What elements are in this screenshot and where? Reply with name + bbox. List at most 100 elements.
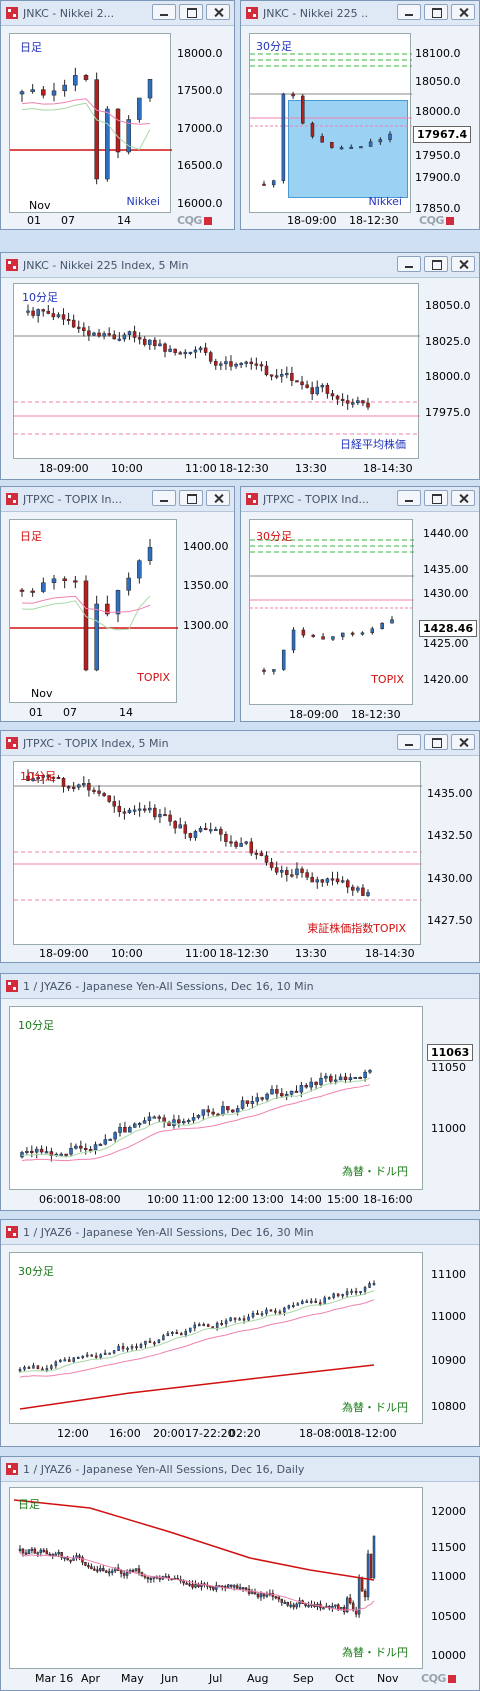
candlestick: [31, 310, 35, 316]
candlestick: [330, 393, 335, 397]
candlestick: [270, 1089, 274, 1095]
minimize-icon[interactable]: [397, 256, 421, 272]
title-bar[interactable]: 1 / JYAZ6 - Japanese Yen-All Sessions, D…: [1, 974, 479, 999]
candlestick: [305, 1300, 309, 1303]
chart-plot-area[interactable]: 30分足 Nikkei: [249, 33, 412, 213]
candles-p8: [18, 1280, 376, 1410]
chart-window-topix-30min[interactable]: JTPXC - TOPIX Ind... 30分足 TOPIX 1440.00 …: [240, 486, 480, 722]
chart-window-topix-daily[interactable]: JTPXC - TOPIX In... 日足 TOPIX 1400.00 135…: [0, 486, 235, 722]
candlestick: [24, 1552, 28, 1555]
title-bar[interactable]: 1 / JYAZ6 - Japanese Yen-All Sessions, D…: [1, 1457, 479, 1482]
candlestick: [284, 1094, 289, 1097]
candlestick: [274, 867, 279, 873]
minimize-icon[interactable]: [152, 490, 176, 506]
cqg-brand: CQG: [177, 214, 212, 227]
candlestick: [336, 1293, 340, 1297]
title-bar[interactable]: JTPXC - TOPIX Index, 5 Min: [1, 731, 479, 756]
title-bar[interactable]: JTPXC - TOPIX Ind...: [241, 487, 479, 512]
candlestick: [126, 577, 131, 591]
moving-average-line: [19, 1552, 375, 1611]
price-label: 10500: [431, 1610, 466, 1623]
candlestick: [127, 809, 132, 813]
minimize-icon[interactable]: [397, 490, 421, 506]
maximize-icon[interactable]: [179, 490, 203, 506]
candlestick: [173, 821, 177, 829]
chart-plot-area[interactable]: 10分足 為替・ドル円: [9, 1006, 423, 1190]
title-bar[interactable]: 1 / JYAZ6 - Japanese Yen-All Sessions, D…: [1, 1220, 479, 1245]
candles-p7: [20, 1068, 372, 1162]
chart-plot-area[interactable]: 日足 為替・ドル円: [9, 1487, 423, 1669]
candlestick: [329, 1075, 333, 1082]
candlestick: [238, 1587, 242, 1590]
title-bar[interactable]: JNKC - Nikkei 2...: [1, 1, 234, 26]
chart-plot-area[interactable]: 日足 TOPIX: [9, 519, 178, 703]
candlestick: [41, 89, 46, 96]
maximize-icon[interactable]: [424, 4, 448, 20]
candlestick: [208, 352, 213, 362]
x-axis-label: 12:00: [57, 1427, 89, 1440]
candlestick: [148, 1340, 152, 1343]
title-bar[interactable]: JTPXC - TOPIX In...: [1, 487, 234, 512]
candlestick: [163, 814, 167, 817]
candlestick: [102, 793, 106, 796]
close-icon[interactable]: [206, 4, 230, 20]
x-axis-label: 18-12:30: [219, 462, 269, 475]
chart-plot-area[interactable]: 10分足 日経平均株価: [13, 283, 420, 459]
chart-window-topix-5min[interactable]: JTPXC - TOPIX Index, 5 Min 10分足 東証株価指数TO…: [0, 730, 480, 963]
moving-average-line: [21, 1077, 371, 1158]
candlestick: [113, 1132, 117, 1140]
candlestick: [185, 1582, 188, 1585]
close-icon[interactable]: [451, 256, 475, 272]
candlestick: [285, 870, 289, 875]
chart-window-yen-10min[interactable]: 1 / JYAZ6 - Japanese Yen-All Sessions, D…: [0, 973, 480, 1211]
close-icon[interactable]: [206, 490, 230, 506]
chart-window-yen-daily[interactable]: 1 / JYAZ6 - Japanese Yen-All Sessions, D…: [0, 1456, 480, 1691]
close-icon[interactable]: [451, 4, 475, 20]
candlestick: [72, 1357, 76, 1362]
candlestick: [193, 831, 198, 838]
chart-window-nikkei-daily[interactable]: JNKC - Nikkei 2... 日足 Nikkei 18000.0 175…: [0, 0, 235, 230]
chart-window-nikkei-30min[interactable]: JNKC - Nikkei 225 ... 30分足 Nikkei 18100.…: [240, 0, 480, 230]
price-label: 1440.00: [423, 527, 469, 540]
x-axis-label: 18-12:00: [347, 1427, 397, 1440]
chart-plot-area[interactable]: 30分足 TOPIX: [249, 519, 414, 705]
chart-plot-area[interactable]: 30分足 為替・ドル円: [9, 1252, 423, 1424]
chart-plot-area[interactable]: 日足 Nikkei: [9, 33, 172, 213]
candlestick: [19, 91, 25, 95]
chart-plot-area[interactable]: 10分足 東証株価指数TOPIX: [13, 761, 422, 945]
maximize-icon[interactable]: [424, 734, 448, 750]
candlestick: [177, 1119, 181, 1124]
minimize-icon[interactable]: [152, 4, 176, 20]
candlestick: [314, 1300, 317, 1303]
candlestick: [94, 79, 99, 180]
candlestick: [310, 1300, 313, 1303]
candlestick: [345, 400, 350, 404]
close-icon[interactable]: [451, 734, 475, 750]
maximize-icon[interactable]: [179, 4, 203, 20]
maximize-icon[interactable]: [424, 256, 448, 272]
maximize-icon[interactable]: [424, 490, 448, 506]
x-axis-label: 10:00: [111, 947, 143, 960]
title-bar[interactable]: JNKC - Nikkei 225 Index, 5 Min: [1, 253, 479, 278]
candlestick: [325, 385, 330, 394]
candlestick: [191, 1117, 196, 1121]
minimize-icon[interactable]: [397, 4, 421, 20]
candlestick: [152, 1116, 157, 1119]
minimize-icon[interactable]: [397, 734, 421, 750]
candlestick: [166, 1333, 170, 1336]
price-label: 17975.0: [425, 406, 471, 419]
candlestick: [216, 1113, 220, 1116]
title-bar[interactable]: JNKC - Nikkei 225 ...: [241, 1, 479, 26]
candlestick: [353, 1077, 358, 1080]
candlestick: [378, 139, 383, 143]
selection-box[interactable]: [288, 100, 408, 198]
candlestick: [245, 1100, 250, 1104]
candlestick: [269, 374, 274, 377]
chart-window-yen-30min[interactable]: 1 / JYAZ6 - Japanese Yen-All Sessions, D…: [0, 1219, 480, 1447]
chart-window-nikkei-5min[interactable]: JNKC - Nikkei 225 Index, 5 Min 10分足 日経平均…: [0, 252, 480, 480]
candlestick: [269, 1309, 273, 1312]
close-icon[interactable]: [451, 490, 475, 506]
candlestick: [146, 1576, 150, 1580]
candlestick: [93, 1144, 98, 1151]
period-label: 10分足: [18, 1019, 54, 1032]
